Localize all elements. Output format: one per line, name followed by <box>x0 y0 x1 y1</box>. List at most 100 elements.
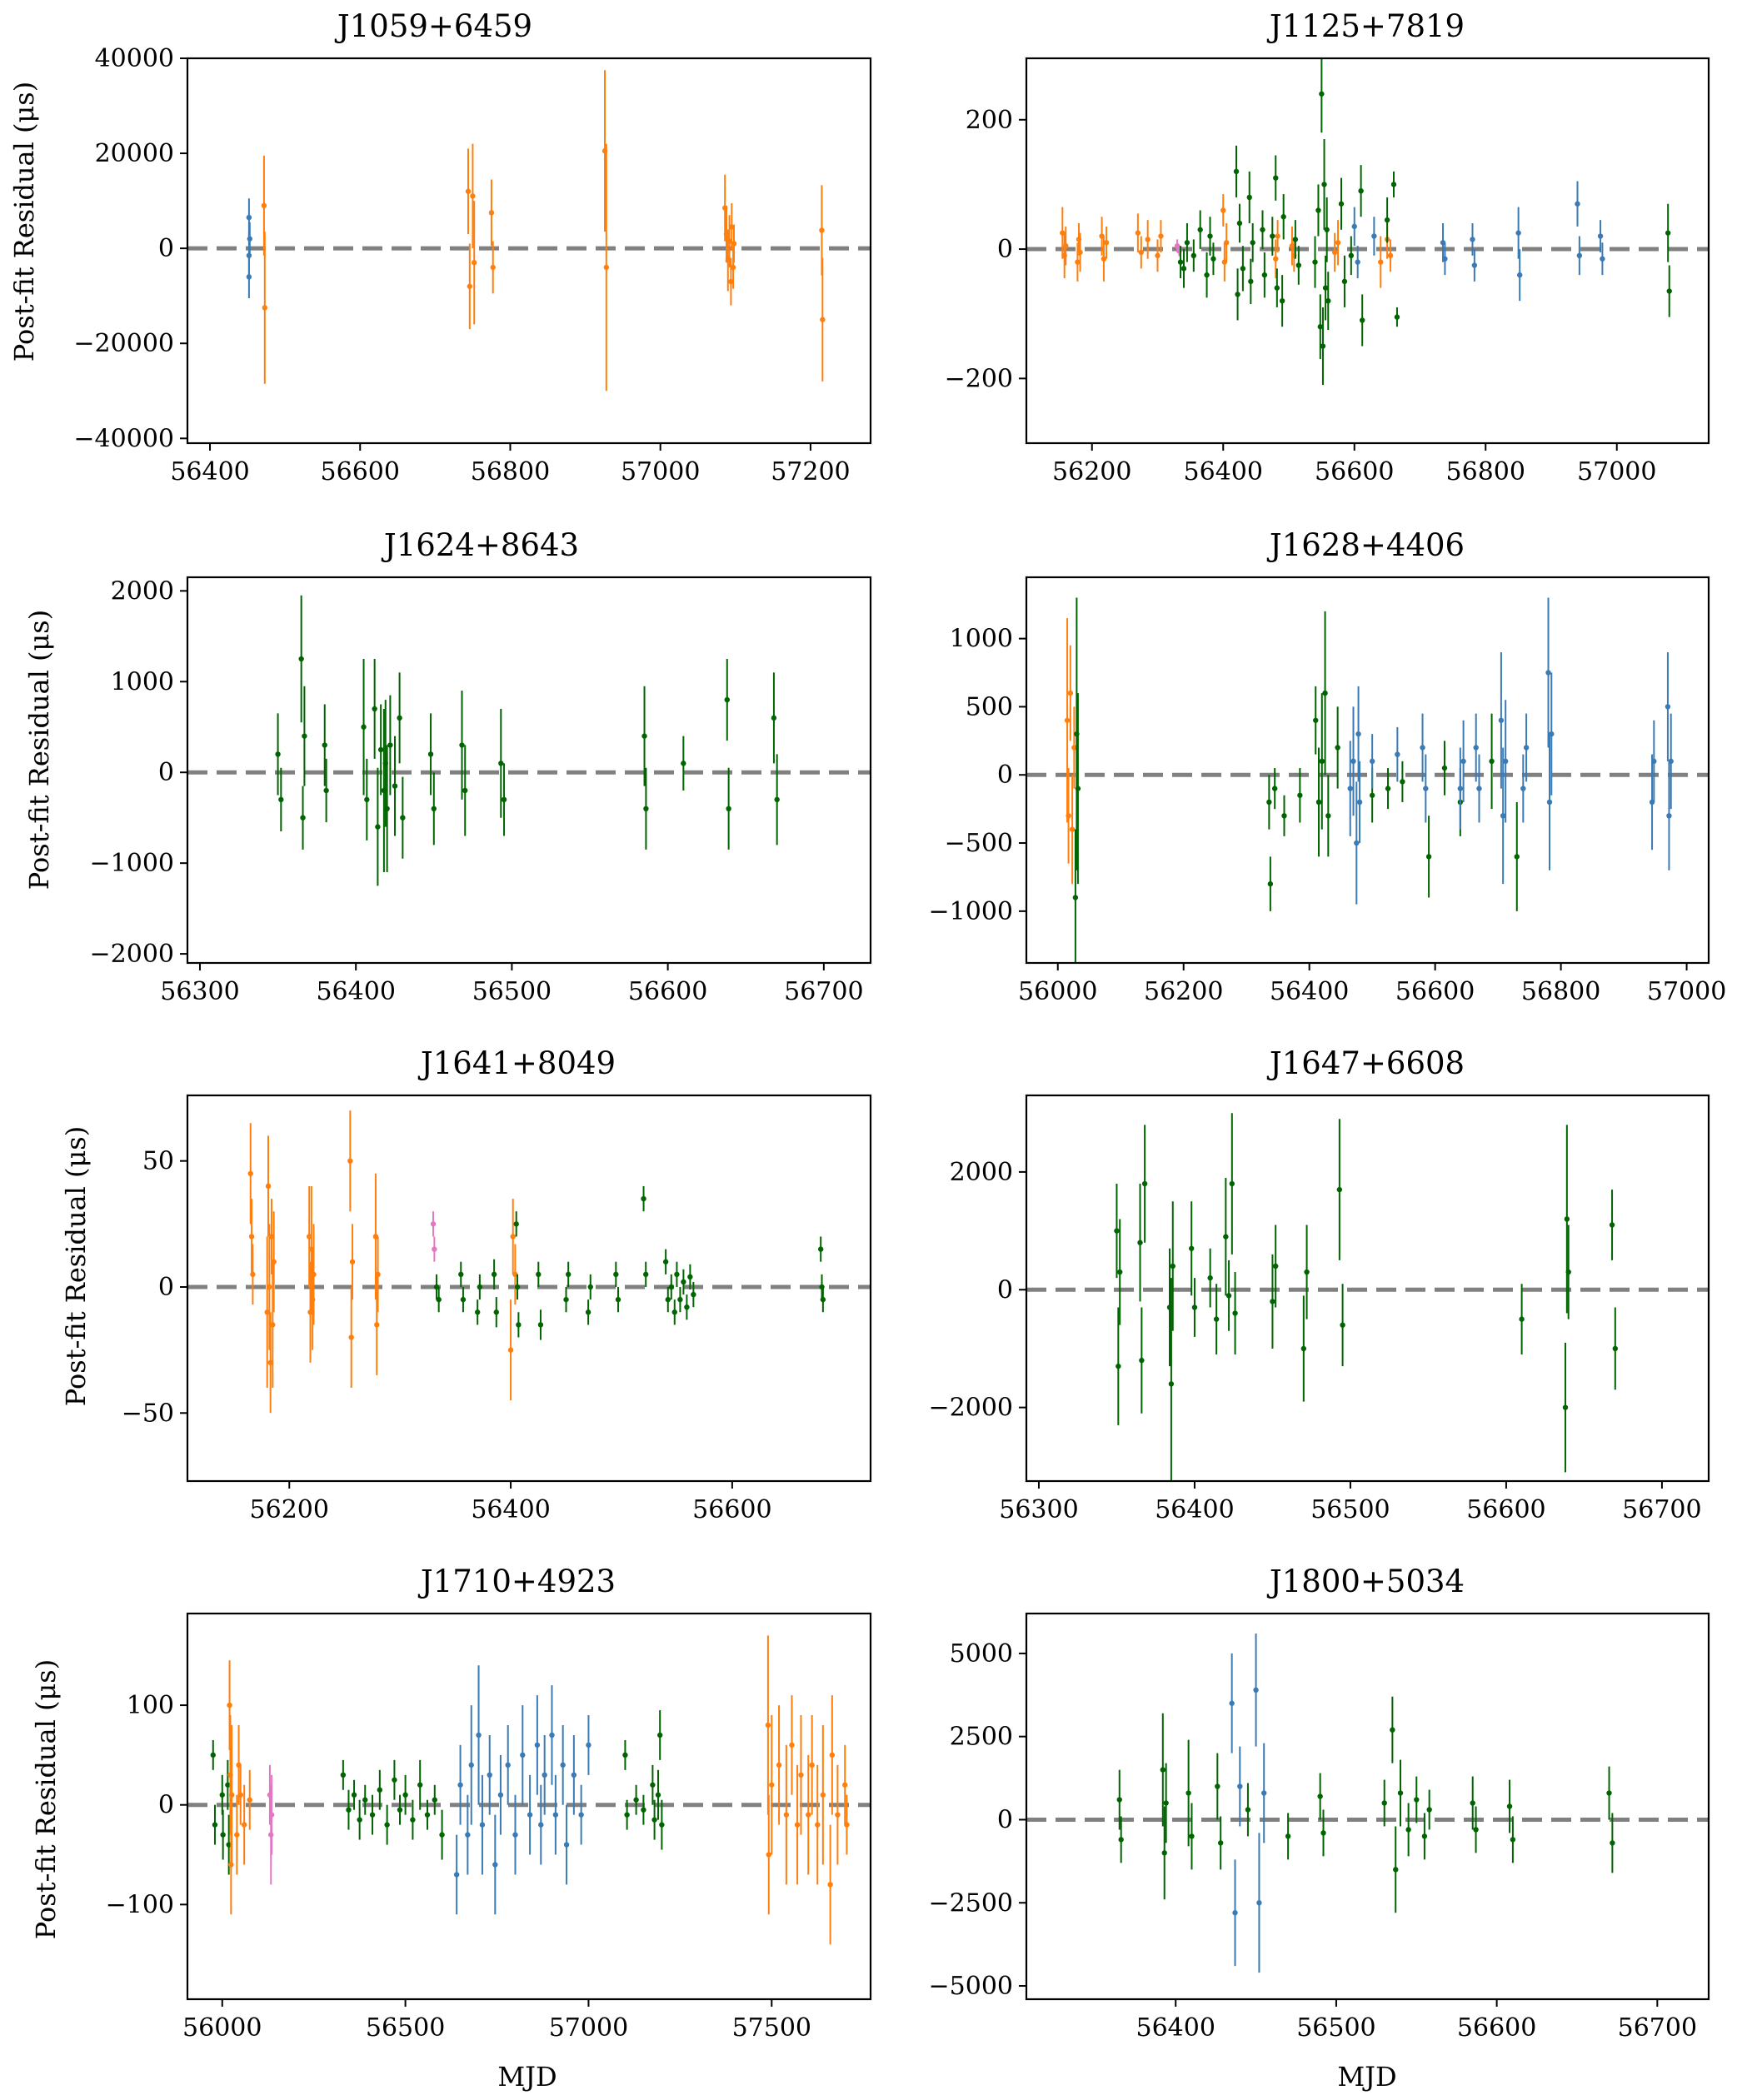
x-tick-label: 57000 <box>621 457 700 486</box>
data-point <box>1067 690 1074 696</box>
data-point <box>457 1782 463 1788</box>
panel-4: J1628+4406 56000 56200 56400 56600 56800 5700… <box>929 527 1727 1006</box>
data-point <box>491 1271 497 1278</box>
data-point <box>1197 227 1203 232</box>
data-point <box>542 1772 547 1778</box>
data-point <box>1668 758 1674 765</box>
data-point <box>1273 256 1279 262</box>
data-point <box>1340 1322 1345 1328</box>
data-point <box>1217 1840 1224 1846</box>
x-tick-label: 56400 <box>170 457 249 486</box>
data-point <box>1666 288 1672 294</box>
data-point <box>472 260 477 266</box>
panel-title: J1624+8643 <box>381 527 579 563</box>
data-point <box>650 1782 656 1788</box>
data-point <box>1315 207 1321 213</box>
data-point <box>1351 223 1357 230</box>
data-point <box>364 796 370 803</box>
data-point <box>516 1322 522 1328</box>
data-point <box>1609 1222 1615 1228</box>
data-point <box>397 1807 403 1813</box>
data-point <box>1425 854 1432 860</box>
x-tick-label: 56400 <box>1270 977 1349 1006</box>
data-point <box>565 1271 572 1278</box>
data-point <box>1500 813 1506 819</box>
data-point <box>1184 240 1190 246</box>
data-point <box>641 1807 646 1813</box>
data-point <box>1519 1316 1525 1322</box>
data-point <box>1457 786 1464 791</box>
data-point <box>1347 786 1353 791</box>
data-point <box>1163 1800 1169 1806</box>
data-point <box>410 1817 416 1823</box>
y-tick-label: 0 <box>997 1805 1013 1834</box>
data-point <box>351 1792 357 1798</box>
data-point <box>730 264 736 271</box>
data-point <box>514 1284 521 1290</box>
y-tick-label: 2000 <box>111 576 174 606</box>
data-point <box>1297 792 1303 798</box>
data-point <box>1116 1363 1121 1369</box>
data-point <box>798 1772 804 1778</box>
data-point <box>1229 1180 1235 1187</box>
data-point <box>433 1284 440 1290</box>
panel-1: J1059+6459 Post-fit Residual (μs) 56400 5… <box>8 8 872 486</box>
data-point <box>248 1234 255 1240</box>
data-point <box>250 1271 256 1278</box>
data-point <box>1207 1274 1213 1281</box>
data-point <box>1260 227 1265 232</box>
data-area <box>1026 597 1709 963</box>
data-point <box>477 1284 483 1290</box>
data-point <box>726 806 731 811</box>
data-point <box>1400 779 1405 785</box>
data-point <box>1141 1180 1148 1187</box>
data-point <box>844 1822 850 1828</box>
data-point <box>278 796 284 803</box>
data-point <box>1168 1381 1175 1387</box>
data-point <box>1272 1263 1279 1269</box>
data-point <box>247 1170 253 1177</box>
data-point <box>1300 1345 1307 1352</box>
data-point <box>1077 249 1083 256</box>
panel-7: J1710+4923 Post-fit Residual (μs) MJD 56… <box>30 1564 872 2093</box>
data-point <box>439 1832 445 1838</box>
data-point <box>1381 1800 1387 1806</box>
data-point <box>247 1797 252 1803</box>
data-point <box>347 1158 353 1164</box>
x-tick-label: 56800 <box>1521 977 1600 1006</box>
y-tick-label: 1000 <box>950 625 1013 654</box>
data-point <box>1473 745 1479 751</box>
data-point <box>1354 840 1360 846</box>
data-point <box>397 715 402 721</box>
data-point <box>1549 731 1555 737</box>
data-point <box>789 1742 795 1748</box>
data-point <box>241 1822 247 1828</box>
x-tick-label: 56600 <box>692 1495 771 1524</box>
data-point <box>1155 252 1160 259</box>
x-tick-label: 56600 <box>1395 977 1475 1006</box>
y-tick-label: 0 <box>997 1275 1013 1304</box>
data-point <box>302 733 307 739</box>
data-point <box>1324 227 1330 232</box>
data-point <box>1072 895 1079 900</box>
data-point <box>1295 262 1302 268</box>
data-point <box>1245 1807 1251 1813</box>
data-point <box>372 1234 379 1240</box>
x-axis-label: MJD <box>497 2061 557 2093</box>
data-point <box>210 1752 216 1758</box>
data-point <box>262 305 268 311</box>
data-point <box>615 1296 621 1303</box>
data-point <box>462 787 468 794</box>
data-point <box>1138 249 1145 256</box>
data-point <box>633 1797 639 1803</box>
data-point <box>1470 237 1475 242</box>
data-point <box>1325 813 1331 819</box>
data-point <box>1063 242 1069 249</box>
data-point <box>1665 704 1671 710</box>
x-tick-label: 56600 <box>1466 1495 1545 1524</box>
data-point <box>323 787 329 794</box>
data-point <box>655 1792 661 1798</box>
data-point <box>1338 201 1345 207</box>
data-point <box>1320 1830 1326 1836</box>
data-point <box>842 1782 848 1788</box>
